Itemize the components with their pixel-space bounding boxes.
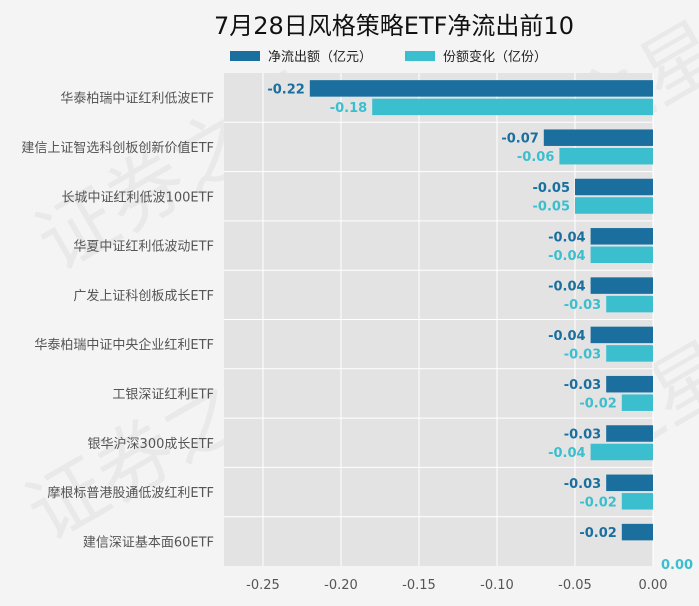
category-label: 工银深证红利ETF — [112, 386, 214, 402]
net-outflow-bar — [621, 523, 653, 541]
share-change-bar — [575, 197, 653, 214]
net-outflow-bar — [575, 178, 653, 196]
share-change-data-label: -0.05 — [533, 200, 570, 215]
net-outflow-data-label: -0.03 — [564, 477, 601, 492]
category-label: 长城中证红利低波100ETF — [62, 189, 214, 205]
net-outflow-bar — [590, 228, 653, 245]
net-outflow-data-label: -0.03 — [564, 428, 601, 443]
category-label: 银华沪深300成长ETF — [88, 436, 214, 452]
net-outflow-data-label: -0.03 — [564, 378, 601, 393]
category-label: 摩根标普港股通低波红利ETF — [47, 485, 214, 501]
share-change-bar — [590, 443, 653, 461]
net-outflow-data-label: -0.04 — [548, 329, 585, 344]
net-outflow-data-label: -0.04 — [548, 280, 585, 295]
legend-swatch-share-change — [405, 51, 435, 61]
net-outflow-bar — [590, 326, 653, 344]
x-tick-label: -0.05 — [558, 578, 592, 593]
net-outflow-bar — [543, 129, 653, 146]
legend-label-share-change: 份额变化（亿份） — [443, 49, 547, 65]
share-change-data-label: -0.04 — [548, 249, 585, 264]
net-outflow-bar — [606, 375, 653, 393]
net-outflow-bar — [590, 277, 653, 294]
net-outflow-bar — [606, 425, 653, 442]
net-outflow-data-label: -0.02 — [579, 526, 616, 541]
x-tick-label: -0.25 — [246, 578, 280, 593]
net-outflow-data-label: -0.22 — [267, 82, 304, 97]
x-tick-label: -0.10 — [480, 578, 514, 593]
share-change-data-label: 0.00 — [661, 558, 693, 573]
x-tick-label: 0.00 — [639, 578, 668, 593]
legend-label-net-outflow: 净流出额（亿元） — [268, 50, 372, 65]
category-label: 华泰柏瑞中证中央企业红利ETF — [34, 337, 214, 353]
category-label: 华夏中证红利低波动ETF — [73, 239, 214, 255]
category-label: 建信上证智选科创板创新价值ETF — [21, 140, 214, 156]
net-outflow-bar — [309, 80, 653, 97]
x-tick-label: -0.15 — [402, 578, 436, 593]
share-change-bar — [606, 345, 653, 362]
category-label: 华泰柏瑞中证红利低波ETF — [60, 91, 214, 107]
share-change-data-label: -0.03 — [564, 347, 601, 362]
net-outflow-data-label: -0.07 — [501, 132, 538, 147]
share-change-data-label: -0.02 — [579, 397, 616, 412]
share-change-data-label: -0.06 — [517, 150, 554, 165]
share-change-bar — [590, 246, 653, 264]
share-change-bar — [621, 394, 653, 411]
net-outflow-bar — [606, 474, 653, 492]
share-change-data-label: -0.03 — [564, 298, 601, 313]
share-change-data-label: -0.02 — [579, 495, 616, 510]
legend-swatch-net-outflow — [230, 51, 260, 61]
x-tick-label: -0.20 — [324, 578, 358, 593]
chart-title: 7月28日风格策略ETF净流出前10 — [214, 12, 574, 40]
category-label: 建信深证基本面60ETF — [83, 535, 214, 550]
share-change-bar — [606, 295, 653, 313]
category-label: 广发上证科创板成长ETF — [73, 288, 214, 304]
share-change-data-label: -0.18 — [330, 101, 367, 116]
share-change-bar — [372, 98, 653, 116]
share-change-bar — [621, 493, 653, 510]
net-outflow-data-label: -0.05 — [533, 181, 570, 196]
share-change-data-label: -0.04 — [548, 446, 585, 461]
share-change-bar — [559, 147, 653, 165]
net-outflow-data-label: -0.04 — [548, 230, 585, 245]
